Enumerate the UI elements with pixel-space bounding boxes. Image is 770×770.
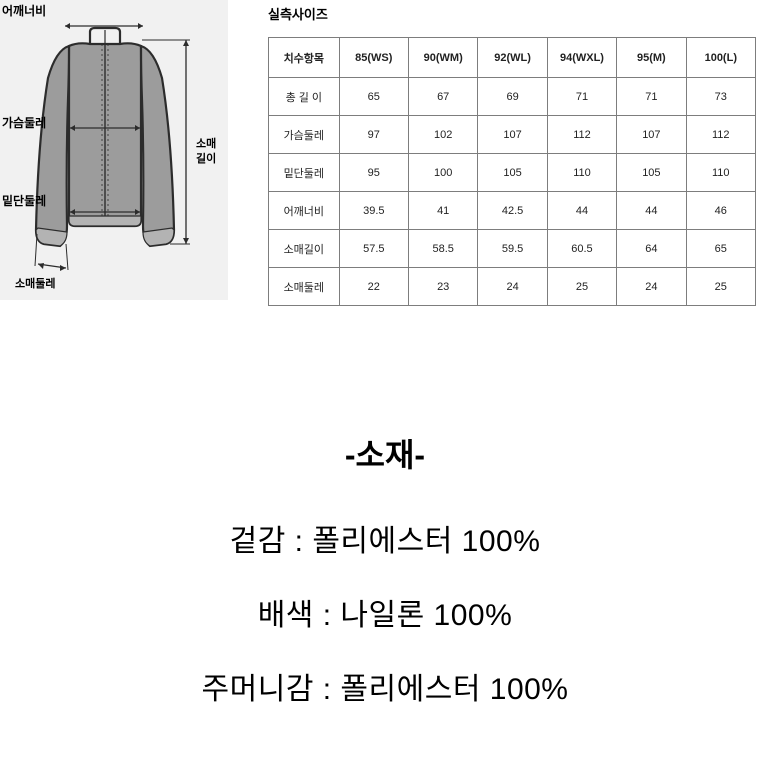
table-cell: 107	[478, 116, 547, 154]
table-row: 소매둘레222324252425	[269, 268, 756, 306]
table-cell: 24	[617, 268, 686, 306]
table-cell: 25	[547, 268, 616, 306]
label-sleeve-len2: 길이	[196, 150, 216, 166]
col-header: 90(WM)	[409, 38, 478, 78]
table-row: 밑단둘레95100105110105110	[269, 154, 756, 192]
table-cell: 41	[409, 192, 478, 230]
table-cell: 112	[547, 116, 616, 154]
table-cell: 107	[617, 116, 686, 154]
label-sleeve-len1: 소매	[196, 135, 216, 151]
table-cell: 42.5	[478, 192, 547, 230]
table-cell: 44	[547, 192, 616, 230]
table-cell: 65	[339, 78, 408, 116]
table-cell: 소매둘레	[269, 268, 340, 306]
size-table-title: 실측사이즈	[268, 4, 756, 23]
table-cell: 64	[617, 230, 686, 268]
table-cell: 69	[478, 78, 547, 116]
table-cell: 어깨너비	[269, 192, 340, 230]
table-row: 총 길 이656769717173	[269, 78, 756, 116]
table-cell: 100	[409, 154, 478, 192]
table-cell: 39.5	[339, 192, 408, 230]
table-header-row: 치수항목 85(WS) 90(WM) 92(WL) 94(WXL) 95(M) …	[269, 38, 756, 78]
table-cell: 소매길이	[269, 230, 340, 268]
table-row: 가슴둘레97102107112107112	[269, 116, 756, 154]
col-header: 85(WS)	[339, 38, 408, 78]
table-cell: 105	[617, 154, 686, 192]
label-sleeve-hem: 소매둘레	[15, 275, 55, 291]
table-cell: 102	[409, 116, 478, 154]
table-cell: 25	[686, 268, 755, 306]
table-cell: 57.5	[339, 230, 408, 268]
table-cell: 44	[617, 192, 686, 230]
col-header: 100(L)	[686, 38, 755, 78]
table-cell: 67	[409, 78, 478, 116]
table-cell: 110	[686, 154, 755, 192]
table-cell: 총 길 이	[269, 78, 340, 116]
table-row: 어깨너비39.54142.5444446	[269, 192, 756, 230]
table-cell: 24	[478, 268, 547, 306]
col-header: 92(WL)	[478, 38, 547, 78]
col-header: 95(M)	[617, 38, 686, 78]
size-table-panel: 실측사이즈 치수항목 85(WS) 90(WM) 92(WL) 94(WXL) …	[228, 0, 770, 306]
label-shoulder: 어깨너비	[2, 2, 46, 19]
col-header: 치수항목	[269, 38, 340, 78]
table-cell: 73	[686, 78, 755, 116]
top-section: 어깨너비 가슴둘레 밑단둘레 소매둘레 소매 길이 실측사이즈 치수항목 85(…	[0, 0, 770, 300]
table-cell: 60.5	[547, 230, 616, 268]
table-cell: 97	[339, 116, 408, 154]
table-cell: 가슴둘레	[269, 116, 340, 154]
material-line: 배색 : 나일론 100%	[0, 590, 770, 634]
table-cell: 65	[686, 230, 755, 268]
table-row: 소매길이57.558.559.560.56465	[269, 230, 756, 268]
table-cell: 71	[617, 78, 686, 116]
table-cell: 22	[339, 268, 408, 306]
col-header: 94(WXL)	[547, 38, 616, 78]
table-cell: 71	[547, 78, 616, 116]
table-cell: 46	[686, 192, 755, 230]
material-line: 주머니감 : 폴리에스터 100%	[0, 664, 770, 708]
material-section: -소재- 겉감 : 폴리에스터 100% 배색 : 나일론 100% 주머니감 …	[0, 430, 770, 738]
table-cell: 23	[409, 268, 478, 306]
measurement-diagram: 어깨너비 가슴둘레 밑단둘레 소매둘레 소매 길이	[0, 0, 228, 300]
table-cell: 110	[547, 154, 616, 192]
label-hem: 밑단둘레	[2, 192, 46, 209]
material-line: 겉감 : 폴리에스터 100%	[0, 516, 770, 560]
table-cell: 105	[478, 154, 547, 192]
label-chest: 가슴둘레	[2, 114, 46, 131]
table-cell: 112	[686, 116, 755, 154]
table-cell: 95	[339, 154, 408, 192]
size-table: 치수항목 85(WS) 90(WM) 92(WL) 94(WXL) 95(M) …	[268, 37, 756, 306]
jacket-illustration	[20, 20, 220, 290]
material-title: -소재-	[0, 430, 770, 476]
table-cell: 58.5	[409, 230, 478, 268]
table-cell: 59.5	[478, 230, 547, 268]
table-cell: 밑단둘레	[269, 154, 340, 192]
